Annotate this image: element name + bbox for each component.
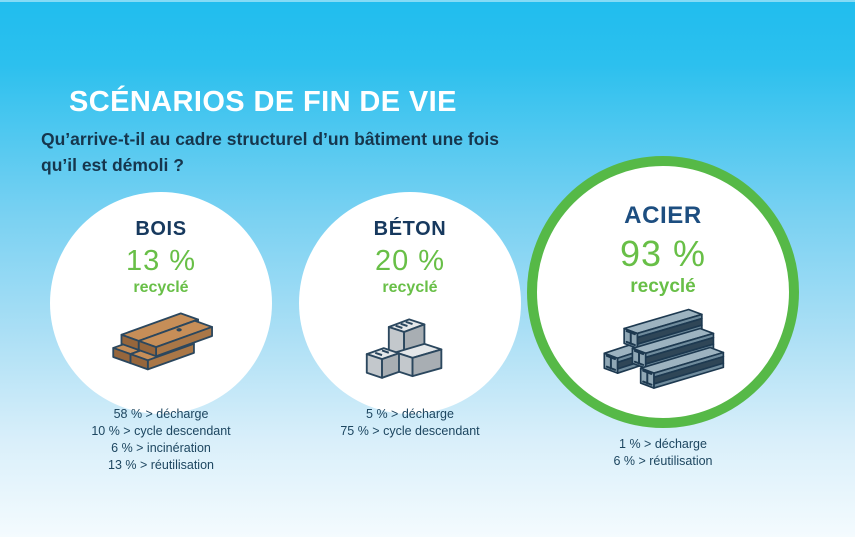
- breakdown-line: 6 % > incinération: [111, 441, 211, 455]
- steel-beams-icon: [599, 307, 727, 398]
- page-subtitle: Qu’arrive-t-il au cadre structurel d’un …: [41, 129, 499, 175]
- breakdown-line: 13 % > réutilisation: [108, 458, 214, 472]
- breakdown-line: 5 % > décharge: [366, 407, 454, 421]
- top-edge-highlight: [0, 0, 855, 2]
- breakdown-line: 6 % > réutilisation: [613, 454, 713, 468]
- breakdown-list-bois: 58 % > décharge 10 % > cycle descendant …: [50, 406, 272, 474]
- breakdown-line: 75 % > cycle descendant: [340, 424, 480, 438]
- material-card-acier: ACIER 93 % recyclé: [527, 156, 799, 428]
- page-title: SCÉNARIOS DE FIN DE VIE: [69, 86, 457, 118]
- concrete-blocks-icon: [360, 310, 460, 393]
- recycled-label: recyclé: [382, 279, 438, 296]
- recycled-percentage: 20 %: [374, 245, 446, 277]
- breakdown-line: 58 % > décharge: [113, 407, 209, 421]
- material-card-beton: BÉTON 20 % recyclé: [299, 192, 521, 414]
- recycled-percentage: 13 %: [125, 245, 197, 277]
- recycled-label: recyclé: [630, 276, 696, 297]
- wood-planks-icon: [105, 310, 217, 381]
- recycled-label: recyclé: [133, 279, 189, 296]
- breakdown-list-beton: 5 % > décharge 75 % > cycle descendant: [299, 406, 521, 440]
- material-name: ACIER: [624, 202, 702, 229]
- breakdown-list-acier: 1 % > décharge 6 % > réutilisation: [527, 436, 799, 470]
- material-name: BÉTON: [373, 218, 447, 240]
- breakdown-line: 10 % > cycle descendant: [91, 424, 231, 438]
- recycled-percentage: 93 %: [619, 233, 707, 274]
- breakdown-line: 1 % > décharge: [619, 437, 707, 451]
- steel-beam: [639, 346, 725, 389]
- material-name: BOIS: [135, 218, 187, 240]
- material-card-bois: BOIS 13 % recyclé: [50, 192, 272, 414]
